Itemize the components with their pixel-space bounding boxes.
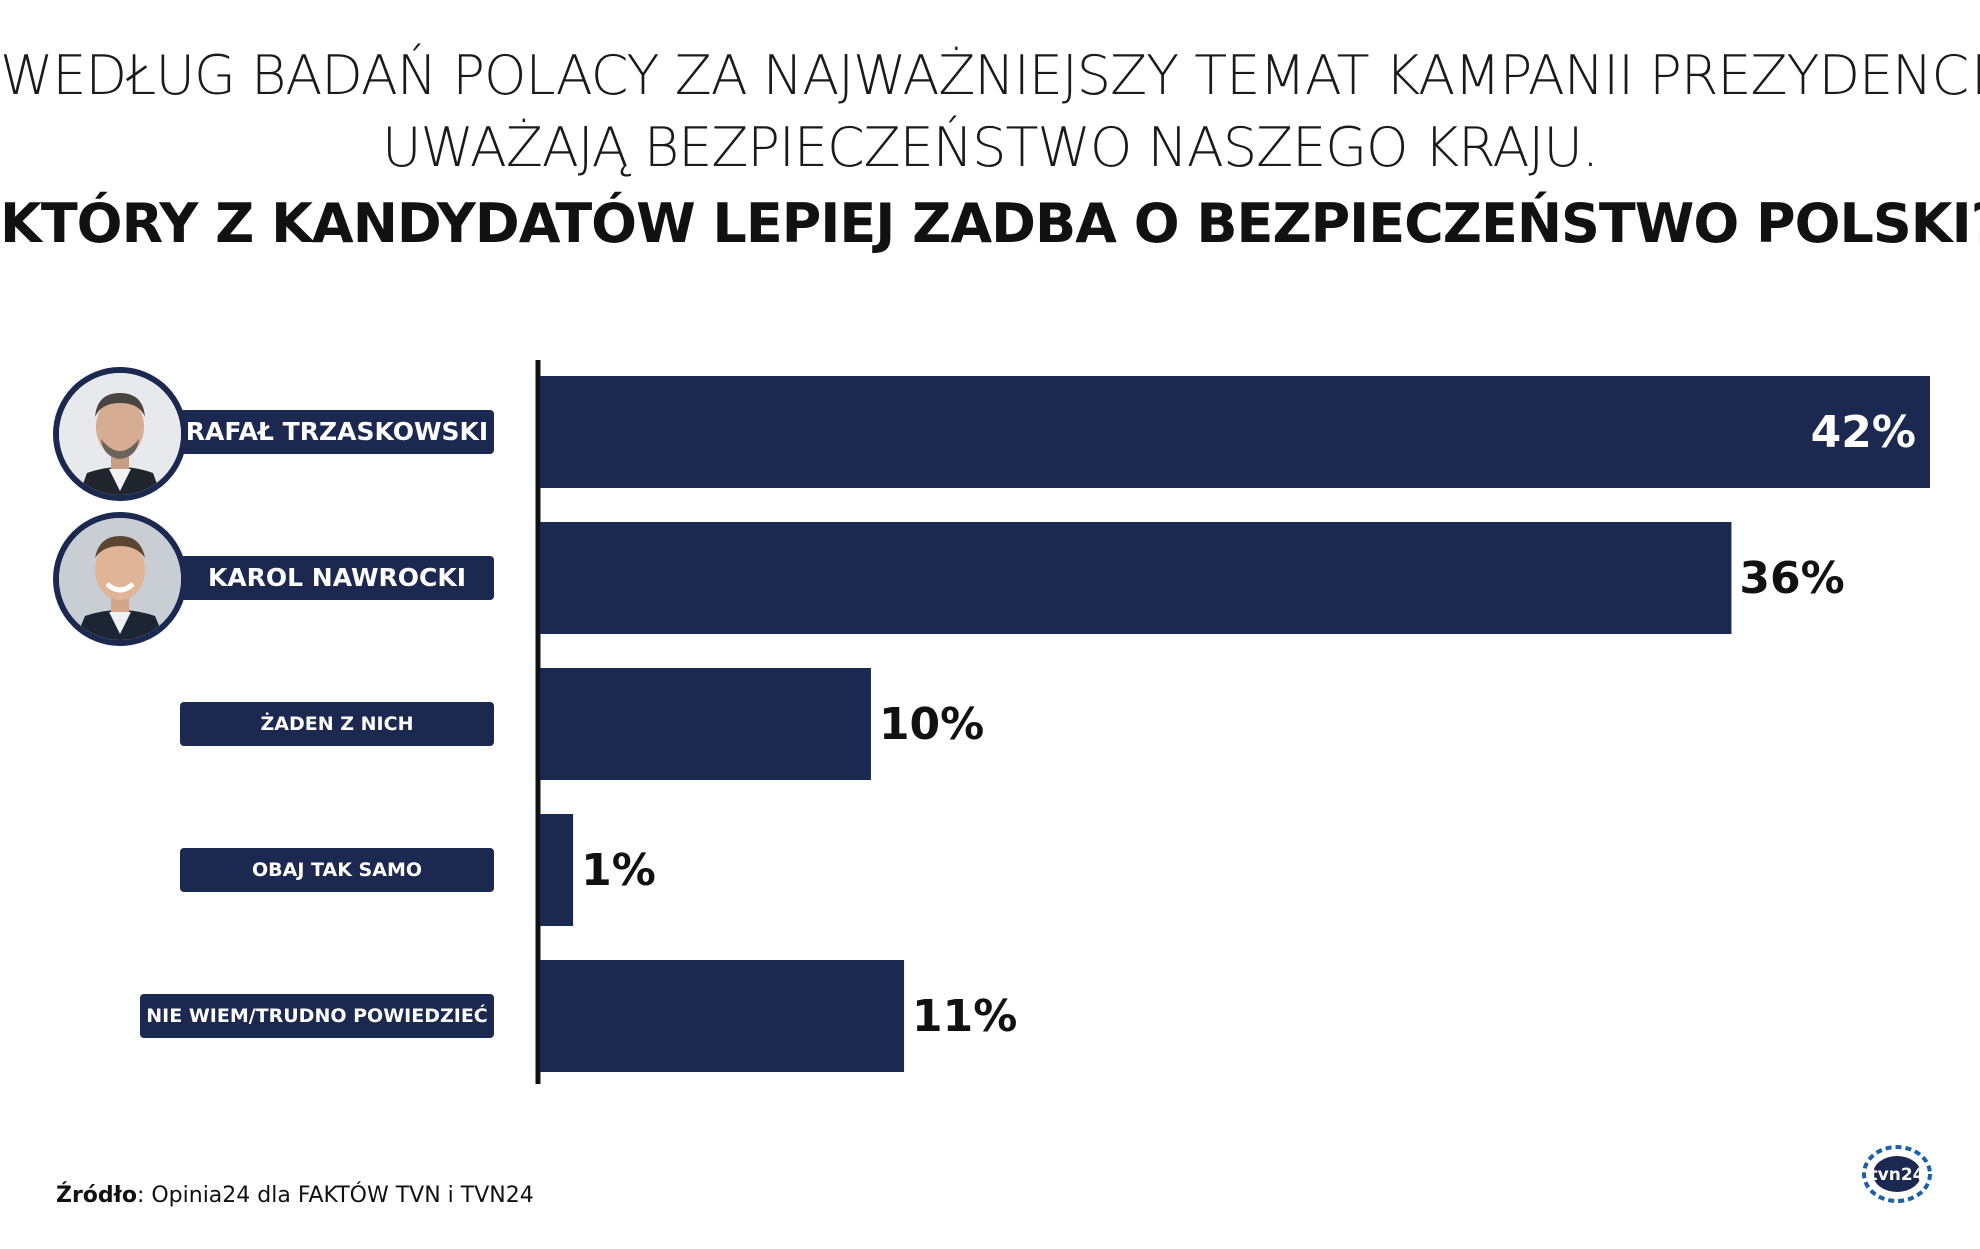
avatar-trzaskowski [53,367,187,501]
subtitle-line-2: UWAŻAJĄ BEZPIECZEŃSTWO NASZEGO KRAJU. [381,116,1599,179]
data-label-1: 36% [1739,553,1844,604]
data-label-0: 42% [1811,407,1916,458]
bar-chart: 42% 36% 10% 1% 11% [535,360,1930,1084]
category-label-3: OBAJ TAK SAMO [180,848,494,892]
source-text: : Opinia24 dla FAKTÓW TVN i TVN24 [136,1183,534,1208]
subtitle-line-1: WEDŁUG BADAŃ POLACY ZA NAJWAŻNIEJSZY TEM… [0,44,1980,107]
source-label: Źródło [56,1183,137,1208]
bar-2 [540,668,871,780]
bar-4 [540,960,905,1072]
chart-title: KTÓRY Z KANDYDATÓW LEPIEJ ZADBA O BEZPIE… [0,192,1980,255]
category-label-4: NIE WIEM/TRUDNO POWIEDZIEĆ [140,994,494,1038]
bar-0 [540,376,1930,488]
source-note: Źródło: Opinia24 dla FAKTÓW TVN i TVN24 [56,1183,534,1208]
data-label-2: 10% [879,699,984,750]
data-label-3: 1% [581,845,656,896]
portrait-nawrocki-icon [59,518,181,640]
tvn24-logo-icon: tvn24 [1862,1145,1932,1203]
bar-1 [540,522,1732,634]
category-label-1: KAROL NAWROCKI [180,556,494,600]
data-label-4: 11% [912,991,1017,1042]
category-label-0: RAFAŁ TRZASKOWSKI [180,410,494,454]
category-label-2: ŻADEN Z NICH [180,702,494,746]
avatar-nawrocki [53,512,187,646]
logo-text: tvn24 [1870,1165,1925,1185]
portrait-trzaskowski-icon [59,373,181,495]
header: WEDŁUG BADAŃ POLACY ZA NAJWAŻNIEJSZY TEM… [0,40,1980,262]
bar-3 [540,814,574,926]
